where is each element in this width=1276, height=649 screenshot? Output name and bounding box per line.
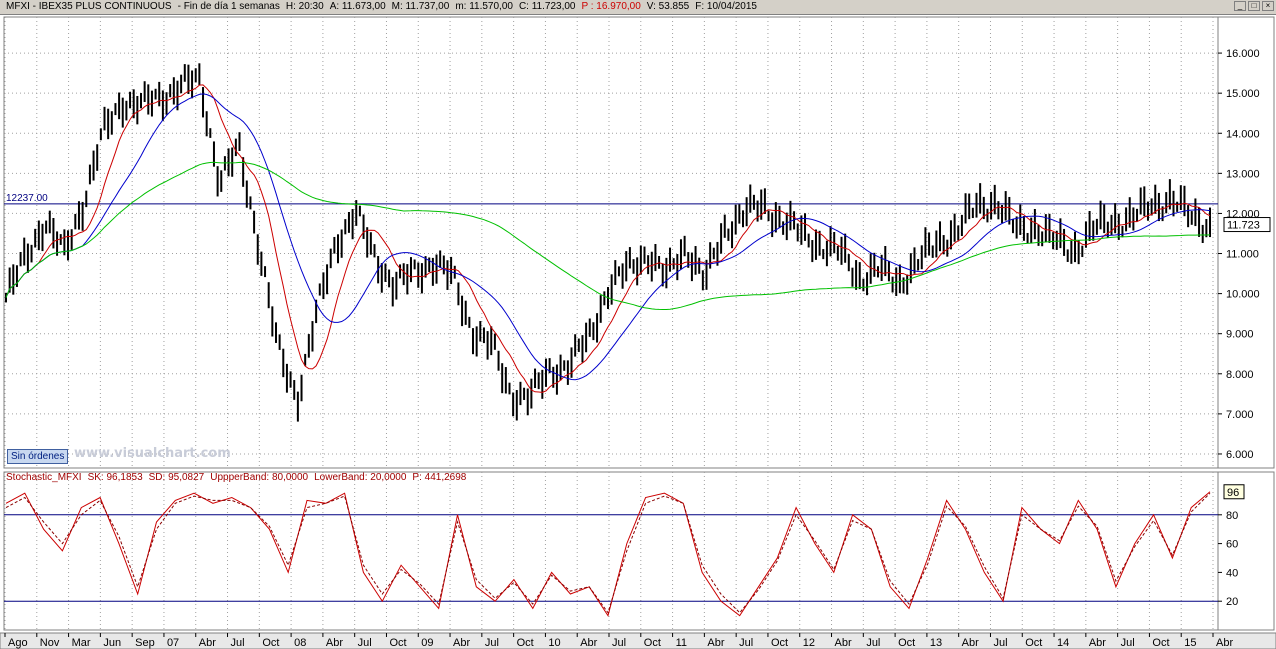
quote-info: MFXI - IBEX35 PLUS CONTINUOUS - Fin de dí… <box>6 1 763 12</box>
x-tick-label: Oct <box>771 637 788 649</box>
x-tick-label: 12 <box>803 637 815 649</box>
date-value: F: 10/04/2015 <box>695 1 757 12</box>
x-tick-label: Oct <box>898 637 915 649</box>
x-tick-label: 10 <box>548 637 560 649</box>
x-tick-label: 13 <box>930 637 942 649</box>
x-tick-label: Jun <box>103 637 121 649</box>
stochastic-y-label: 60 <box>1226 539 1238 551</box>
x-tick-label: Oct <box>644 637 661 649</box>
stochastic-y-label: 40 <box>1226 567 1238 579</box>
stochastic-y-label: 80 <box>1226 510 1238 522</box>
x-tick-label: Jul <box>866 637 880 649</box>
stochastic-header: Stochastic_MFXI SK: 96,1853 SD: 95,0827 Upp… <box>6 472 472 483</box>
x-tick-label: Jul <box>231 637 245 649</box>
minimize-button[interactable]: _ <box>1234 1 1246 11</box>
x-tick-label: Jul <box>612 637 626 649</box>
ma-long-line <box>5 161 1211 310</box>
last-price-label: 11.723 <box>1227 220 1260 232</box>
max-value: M: 11.737,00 <box>391 1 450 12</box>
x-tick-label: Jul <box>739 637 753 649</box>
stochastic-sd: SD: 95,0827 <box>148 472 205 483</box>
x-tick-label: Abr <box>707 637 724 649</box>
price-axis-panel <box>1217 16 1275 469</box>
x-tick-label: 08 <box>294 637 306 649</box>
stochastic-p: P: 441,2698 <box>412 472 467 483</box>
x-tick-label: Abr <box>326 637 343 649</box>
x-tick-label: 15 <box>1184 637 1196 649</box>
stochastic-lower-band: LowerBand: 20,0000 <box>314 472 407 483</box>
last-price-marker: 11.723 <box>1223 217 1271 233</box>
y-tick-label: 7.000 <box>1226 409 1254 421</box>
stochastic-y-label: 20 <box>1226 596 1238 608</box>
stochastic-upper-band: UppperBand: 80,0000 <box>210 472 309 483</box>
x-tick-label: Oct <box>1025 637 1042 649</box>
hour-value: H: 20:30 <box>285 1 324 12</box>
x-tick-label: Oct <box>1152 637 1169 649</box>
x-tick-label: Abr <box>199 637 216 649</box>
y-tick-label: 14.000 <box>1226 128 1260 140</box>
x-tick-label: 11 <box>676 637 687 649</box>
close-button[interactable]: × <box>1262 1 1274 11</box>
min-value: m: 11.570,00 <box>455 1 513 12</box>
x-tick-label: 07 <box>167 637 179 649</box>
points-value: P : 16.970,00 <box>581 1 641 12</box>
ma-slow-line <box>5 93 1211 381</box>
y-tick-label: 16.000 <box>1226 48 1260 60</box>
ma-fast-line <box>5 84 1211 393</box>
y-tick-label: 8.000 <box>1226 369 1254 381</box>
y-tick-label: 15.000 <box>1226 88 1260 100</box>
level-line-label: 12237.00 <box>6 193 48 204</box>
x-tick-label: Abr <box>580 637 597 649</box>
price-panel <box>3 16 1219 469</box>
symbol-label: MFXI - IBEX35 PLUS CONTINUOUS <box>6 1 172 12</box>
x-tick-label: Abr <box>962 637 979 649</box>
last-price-box <box>1223 217 1271 233</box>
x-tick-label: Oct <box>389 637 406 649</box>
stochastic-last-label: 96 <box>1227 487 1239 499</box>
window-controls: _ □ × <box>1234 1 1274 11</box>
x-tick-label: Jul <box>1121 637 1135 649</box>
x-tick-label: Abr <box>1089 637 1106 649</box>
x-tick-label: Sep <box>135 637 155 649</box>
x-tick-label: Nov <box>40 637 60 649</box>
stochastic-last-box <box>1223 484 1245 500</box>
y-tick-label: 13.000 <box>1226 168 1260 180</box>
x-tick-label: Ago <box>8 637 28 649</box>
close-value: C: 11.723,00 <box>518 1 576 12</box>
y-tick-label: 11.000 <box>1226 249 1259 261</box>
x-tick-label: 09 <box>421 637 433 649</box>
y-tick-label: 9.000 <box>1226 329 1254 341</box>
x-tick-label: Abr <box>453 637 470 649</box>
x-tick-label: Abr <box>1216 637 1233 649</box>
x-tick-label: Jul <box>358 637 372 649</box>
title-bar: MFXI - IBEX35 PLUS CONTINUOUS - Fin de dí… <box>0 0 1276 15</box>
x-tick-label: Jul <box>485 637 499 649</box>
stochastic-panel <box>3 471 1219 631</box>
time-axis <box>0 632 1276 649</box>
x-tick-label: Oct <box>517 637 534 649</box>
x-tick-label: Abr <box>835 637 852 649</box>
volume-value: V: 53.855 <box>646 1 690 12</box>
period-label: - Fin de día 1 semanas <box>177 1 280 12</box>
x-tick-label: Mar <box>72 637 91 649</box>
orders-badge[interactable]: Sin órdenes <box>7 449 69 464</box>
y-tick-label: 6.000 <box>1226 449 1254 461</box>
stochastic-sk: SK: 96,1853 <box>87 472 143 483</box>
y-tick-label: 10.000 <box>1226 289 1260 301</box>
x-tick-label: 14 <box>1057 637 1069 649</box>
maximize-button[interactable]: □ <box>1248 1 1260 11</box>
stochastic-sd-line <box>5 492 1211 614</box>
x-tick-label: Jul <box>993 637 1007 649</box>
watermark: www.visualchart.com <box>74 446 231 461</box>
open-value: A: 11.673,00 <box>329 1 386 12</box>
stochastic-name: Stochastic_MFXI <box>6 472 82 483</box>
x-tick-label: Oct <box>262 637 279 649</box>
